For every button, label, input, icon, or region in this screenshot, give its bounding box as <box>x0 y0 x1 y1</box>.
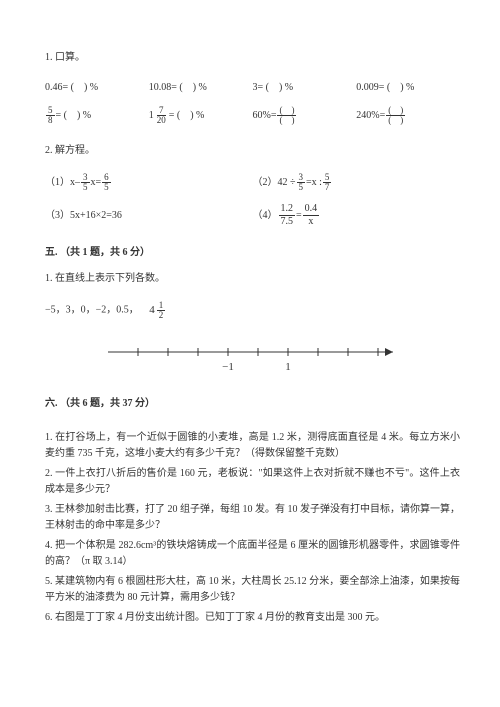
calc-r2-b: 1 720 = ( ) % <box>149 106 253 125</box>
mixed-whole: 4 <box>149 302 155 320</box>
text: （4） <box>253 208 278 224</box>
q2-title: 2. 解方程。 <box>45 143 460 159</box>
frac-den: ( ) <box>277 116 296 125</box>
text: =x : <box>306 175 322 191</box>
tick-label-neg1: −1 <box>222 361 234 373</box>
sec6-p3: 3. 王林参加射击比赛，打了 20 组子弹，每组 10 发。有 10 发子弹没有… <box>45 502 460 534</box>
frac-num: 0.4 <box>303 204 320 216</box>
text: 60%= <box>253 108 277 124</box>
text: = ( ) % <box>56 108 92 124</box>
calc-r2-c: 60%= ( )( ) <box>253 106 357 125</box>
frac-den: x <box>306 216 315 227</box>
text: 1 <box>149 108 154 124</box>
eq3: （3）5x+16×2=36 <box>45 204 253 227</box>
text: = ( ) % <box>169 108 205 124</box>
tick-label-1: 1 <box>285 361 291 373</box>
sec5-q1: 1. 在直线上表示下列各数。 <box>45 271 460 287</box>
calc-r1-c: 3= ( ) % <box>253 80 357 96</box>
calc-r1-a: 0.46= ( ) % <box>45 80 149 96</box>
text: （3）5x+16×2=36 <box>45 208 122 224</box>
text: （2）42 ÷ <box>253 175 296 191</box>
frac-den: 7.5 <box>279 216 296 227</box>
sec6-p2: 2. 一件上衣打八折后的售价是 160 元，老板说："如果这件上衣对折就不赚也不… <box>45 466 460 498</box>
frac-den: 2 <box>157 311 166 320</box>
calc-r2-d: 240%= ( )( ) <box>356 106 460 125</box>
frac-den: 8 <box>46 116 55 125</box>
text: = <box>296 208 302 224</box>
frac-den: 5 <box>297 183 306 192</box>
frac-den: 5 <box>81 183 90 192</box>
sec5-title: 五. （共 1 题，共 6 分） <box>45 245 460 261</box>
eq1: （1）x– 35 x= 65 <box>45 173 253 192</box>
sec6-p6: 6. 右图是丁丁家 4 月份支出统计图。已知丁丁家 4 月份的教育支出是 300… <box>45 610 460 626</box>
number-line: −1 1 <box>45 336 460 376</box>
calc-r1-d: 0.009= ( ) % <box>356 80 460 96</box>
sec6-p4: 4. 把一个体积是 282.6cm³的铁块熔铸成一个底面半径是 6 厘米的圆锥形… <box>45 538 460 570</box>
text: 240%= <box>356 108 385 124</box>
frac-den: 7 <box>323 183 332 192</box>
eq2: （2）42 ÷ 35 =x : 57 <box>253 173 461 192</box>
frac-den: 20 <box>155 116 168 125</box>
sec6-title: 六. （共 6 题，共 37 分） <box>45 396 460 412</box>
text: （1）x– <box>45 175 80 191</box>
frac-den: ( ) <box>386 116 405 125</box>
number-sequence: −5，3，0，−2，0.5， 4 12 <box>45 301 460 320</box>
eq4: （4） 1.27.5 = 0.4x <box>253 204 461 227</box>
sec6-p5: 5. 某建筑物内有 6 根圆柱形大柱，高 10 米，大柱周长 25.12 分米，… <box>45 574 460 606</box>
sec6-p1: 1. 在打谷场上，有一个近似于圆锥的小麦堆，高是 1.2 米，测得底面直径是 4… <box>45 430 460 462</box>
frac-den: 5 <box>102 183 111 192</box>
text: −5，3，0，−2，0.5， <box>45 305 139 316</box>
calc-r1-b: 10.08= ( ) % <box>149 80 253 96</box>
q1-title: 1. 口算。 <box>45 50 460 66</box>
text: x= <box>91 175 102 191</box>
frac-num: 1.2 <box>279 204 296 216</box>
calc-r2-a: 58 = ( ) % <box>45 106 149 125</box>
